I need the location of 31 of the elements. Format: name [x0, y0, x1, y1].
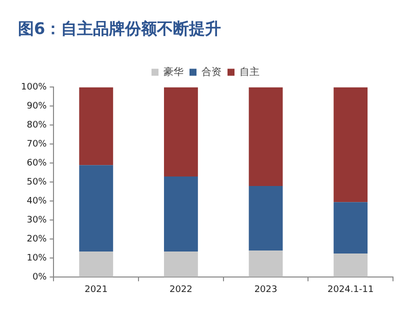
x-tick-label: 2023 — [254, 284, 278, 295]
bar — [248, 87, 283, 186]
chart-title: 图6：自主品牌份额不断提升 — [18, 18, 222, 38]
y-tick-label: 40% — [26, 196, 48, 207]
y-tick-label: 80% — [26, 120, 48, 131]
x-tick-label: 2021 — [84, 284, 108, 295]
y-tick-label: 60% — [26, 158, 48, 169]
y-tick-label: 100% — [20, 82, 48, 93]
bar — [334, 87, 368, 202]
bar — [164, 87, 198, 176]
bar — [248, 186, 283, 251]
bar — [334, 253, 368, 277]
x-tick-label: 2022 — [170, 284, 192, 295]
legend-label: 合资 — [202, 66, 222, 78]
legend-label: 自主 — [240, 66, 260, 78]
y-tick-label: 70% — [26, 140, 48, 150]
x-tick-label: 2024.1-11 — [327, 284, 374, 295]
y-tick-label: 30% — [26, 216, 48, 226]
y-tick-label: 10% — [26, 254, 48, 264]
bar — [79, 165, 114, 252]
bar — [334, 202, 368, 254]
y-tick-label: 90% — [26, 102, 48, 112]
legend-label: 豪华 — [164, 66, 184, 78]
bar — [248, 250, 283, 277]
y-tick-label: 50% — [26, 178, 48, 188]
bar — [164, 252, 198, 277]
bar — [164, 176, 198, 252]
y-tick-label: 20% — [26, 234, 48, 245]
y-tick-label: 0% — [32, 272, 48, 283]
bar — [79, 87, 114, 166]
bar — [79, 252, 114, 277]
